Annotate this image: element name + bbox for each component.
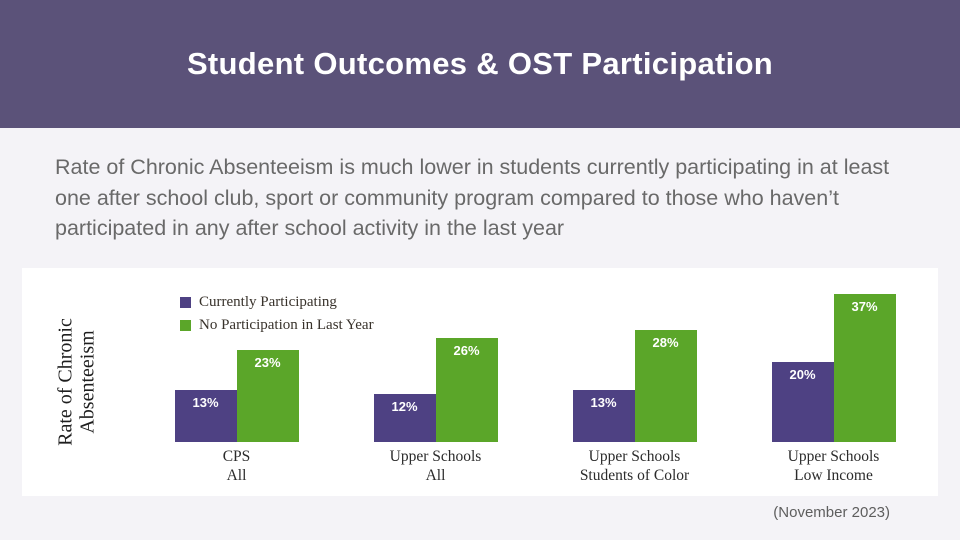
chart-panel: Rate of Chronic Absenteeism Currently Pa… (22, 268, 938, 496)
bar-currently-participating: 20% (771, 362, 834, 442)
y-axis-label: Rate of Chronic Absenteeism (54, 318, 99, 446)
bar-value-label: 13% (590, 395, 617, 410)
summary-text: Rate of Chronic Absenteeism is much lowe… (55, 155, 890, 241)
bar-value-label: 23% (254, 355, 281, 370)
legend-item-no-participation: No Participation in Last Year (180, 317, 374, 334)
bar-value-label: 20% (789, 367, 816, 382)
bar-no-participation: 28% (634, 330, 697, 442)
legend-label: Currently Participating (199, 294, 337, 310)
bar-pair: 20% 37% (771, 294, 896, 442)
chart-legend: Currently Participating No Participation… (180, 294, 374, 340)
category-label: Upper Schools All (389, 448, 482, 485)
bar-value-label: 12% (391, 399, 418, 414)
category-label: Upper Schools Low Income (787, 448, 880, 485)
legend-label: No Participation in Last Year (199, 317, 374, 333)
bar-pair: 13% 28% (572, 330, 697, 442)
legend-swatch-green-icon (180, 320, 191, 331)
bar-value-label: 37% (851, 299, 878, 314)
bar-value-label: 13% (192, 395, 219, 410)
bar-group: 13% 23% CPS All (174, 350, 299, 491)
bar-no-participation: 23% (236, 350, 299, 442)
bar-pair: 13% 23% (174, 350, 299, 442)
bar-no-participation: 37% (833, 294, 896, 442)
bar-no-participation: 26% (435, 338, 498, 442)
bar-currently-participating: 13% (174, 390, 237, 442)
legend-swatch-purple-icon (180, 297, 191, 308)
category-label: Upper Schools Students of Color (579, 448, 690, 485)
legend-item-currently-participating: Currently Participating (180, 294, 374, 311)
bar-currently-participating: 12% (373, 394, 436, 442)
bar-chart: Currently Participating No Participation… (132, 268, 938, 496)
bar-groups: 13% 23% CPS All 12% 26% Upper Schools All 13% 2… (137, 294, 933, 491)
bar-group: 12% 26% Upper Schools All (373, 338, 498, 491)
bar-value-label: 26% (453, 343, 480, 358)
page-title: Student Outcomes & OST Participation (186, 46, 774, 81)
bar-currently-participating: 13% (572, 390, 635, 442)
bar-value-label: 28% (652, 335, 679, 350)
title-banner: Student Outcomes & OST Participation (0, 0, 960, 128)
date-footnote: (November 2023) (773, 504, 890, 521)
bar-group: 20% 37% Upper Schools Low Income (771, 294, 896, 491)
bar-pair: 12% 26% (373, 338, 498, 442)
bar-group: 13% 28% Upper Schools Students of Color (572, 330, 697, 491)
category-label: CPS All (222, 448, 251, 485)
y-axis-label-area: Rate of Chronic Absenteeism (22, 268, 132, 496)
